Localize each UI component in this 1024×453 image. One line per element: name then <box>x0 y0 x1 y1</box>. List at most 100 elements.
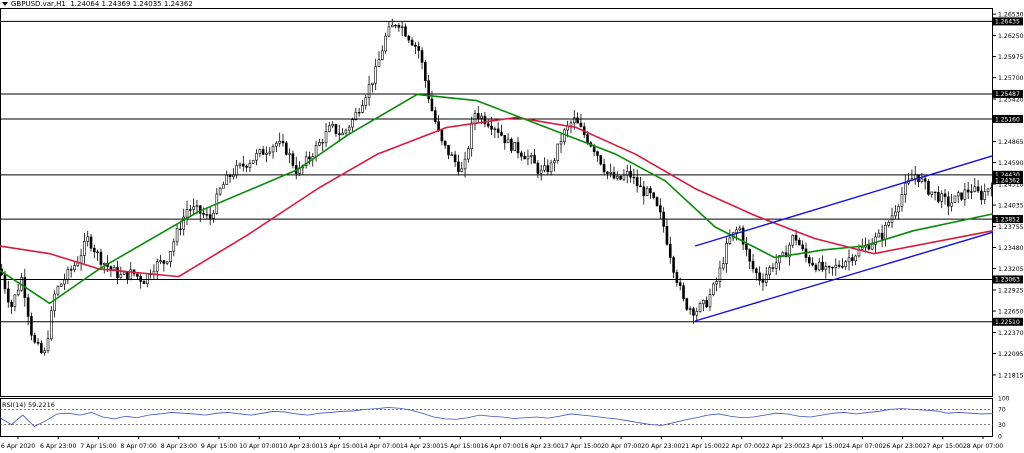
candle-body <box>136 273 139 277</box>
candle-body <box>841 266 844 268</box>
candle-body <box>887 222 891 226</box>
candle-body <box>655 197 659 206</box>
candle-body <box>318 141 321 146</box>
candle-body <box>884 225 887 240</box>
candle-body <box>500 132 503 136</box>
candle-body <box>165 261 169 264</box>
candle-body <box>308 156 311 160</box>
candle-body <box>632 176 636 179</box>
candle-body <box>76 262 80 266</box>
candle-body <box>592 145 596 152</box>
y-tick-label: 1.22370 <box>998 330 1024 337</box>
x-tick-label: 13 Apr 15:00 <box>319 443 359 450</box>
candle-body <box>718 267 722 282</box>
chevron-down-icon[interactable] <box>2 2 8 6</box>
candle-body <box>59 283 63 287</box>
candle-body <box>46 338 50 352</box>
candle-body <box>427 80 430 100</box>
candle-body <box>159 260 162 262</box>
candle-body <box>546 165 550 173</box>
candle-body <box>179 228 182 230</box>
candle-body <box>930 191 934 195</box>
x-tick-label: 22 Apr 07:00 <box>722 443 762 450</box>
candle-body <box>735 229 738 233</box>
candle-body <box>880 232 884 240</box>
candle-body <box>539 169 543 174</box>
candle-body <box>268 151 272 154</box>
candle-body <box>559 141 563 145</box>
candle-body <box>440 129 444 142</box>
candle-body <box>483 115 487 125</box>
current-price-tag <box>993 176 1023 185</box>
candle-body <box>506 138 510 144</box>
x-tick-label: 24 Apr 07:00 <box>842 443 882 450</box>
level-price-label: 1.23063 <box>995 277 1020 284</box>
candle-body <box>844 261 848 268</box>
y-tick-label: 1.22095 <box>998 351 1024 358</box>
candle-body <box>520 152 523 157</box>
x-tick-label: 9 Apr 15:00 <box>201 443 237 450</box>
candle-body <box>291 153 295 166</box>
y-tick-label: 1.24590 <box>998 160 1024 167</box>
candle-body <box>255 153 258 161</box>
candle-body <box>665 226 669 245</box>
candle-body <box>788 244 791 258</box>
candle-body <box>606 171 609 174</box>
candle-body <box>956 192 960 197</box>
candle-body <box>728 237 732 244</box>
candle-body <box>672 257 675 273</box>
candle-body <box>705 299 708 308</box>
candle-body <box>6 288 10 303</box>
level-price-label: 1.26435 <box>995 19 1020 26</box>
candle-body <box>337 133 341 136</box>
fast-moving-average <box>0 93 994 305</box>
candle-body <box>794 234 798 241</box>
candle-body <box>387 26 391 37</box>
candle-body <box>407 35 411 41</box>
candle-body <box>30 316 33 336</box>
candle-body <box>83 241 86 257</box>
x-tick-label: 17 Apr 15:00 <box>561 443 601 450</box>
candle-body <box>397 24 401 28</box>
candle-body <box>675 272 679 283</box>
candle-body <box>367 84 371 99</box>
symbol-label: GBPUSD.var,H1 <box>11 0 66 8</box>
candle-body <box>894 211 897 217</box>
candle-body <box>3 274 7 290</box>
candle-body <box>99 251 103 265</box>
x-tick-label: 21 Apr 15:00 <box>681 443 721 450</box>
candle-body <box>185 209 189 218</box>
candle-body <box>13 294 17 307</box>
candle-body <box>198 205 202 214</box>
y-tick-label: 1.23480 <box>998 245 1024 252</box>
candle-body <box>245 165 248 168</box>
candle-body <box>510 138 513 151</box>
candle-body <box>228 174 232 178</box>
candle-body <box>460 168 464 172</box>
candle-body <box>486 123 490 127</box>
candle-body <box>973 186 977 192</box>
candle-body <box>569 122 573 127</box>
candle-body <box>831 266 834 269</box>
candle-body <box>169 251 172 263</box>
candle-body <box>778 255 781 264</box>
candle-body <box>983 191 987 200</box>
y-tick-label: 1.22925 <box>998 288 1024 295</box>
candle-body <box>258 149 262 154</box>
candle-body <box>923 178 927 182</box>
candle-body <box>96 251 99 254</box>
candle-body <box>453 154 457 163</box>
candle-body <box>172 241 176 252</box>
candle-body <box>344 129 348 134</box>
candle-body <box>659 205 662 213</box>
candle-body <box>175 228 179 243</box>
candle-body <box>563 129 566 142</box>
candle-body <box>645 188 649 196</box>
candle-body <box>314 145 318 157</box>
candle-body <box>271 145 275 153</box>
candle-body <box>533 155 536 164</box>
rsi-line <box>0 407 994 427</box>
x-tick-label: 23 Apr 15:00 <box>802 443 842 450</box>
candle-body <box>824 266 828 270</box>
